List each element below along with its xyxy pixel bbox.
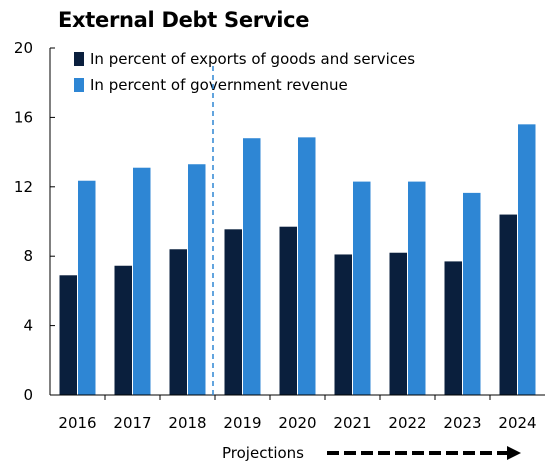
x-tick-label: 2018 [168,414,206,432]
y-tick-label: 8 [23,247,33,265]
x-tick-label: 2021 [333,414,371,432]
legend-swatch [74,52,84,66]
legend-label: In percent of government revenue [90,76,348,94]
bar-exports-2022 [389,252,407,395]
projections-annotation: Projections [222,444,521,462]
bar-revenue-2020 [298,137,316,396]
y-tick-label: 12 [14,178,33,196]
bar-revenue-2021 [353,181,371,395]
x-tick-label: 2019 [223,414,261,432]
bar-exports-2021 [334,254,352,395]
x-tick-label: 2023 [443,414,481,432]
y-tick-label: 20 [14,39,33,57]
chart-title: External Debt Service [58,8,310,32]
x-tick-label: 2020 [278,414,316,432]
x-tick-label: 2022 [388,414,426,432]
bar-exports-2019 [224,229,242,395]
axes-group: 2016 2017 2018 2019 2020 2021 2022 2023 20240481… [14,39,545,432]
bar-exports-2023 [444,261,462,395]
x-tick-label: 2016 [58,414,96,432]
legend: In percent of exports of goods and servi… [74,50,415,94]
bar-revenue-2023 [463,192,481,395]
x-tick-label: 2024 [498,414,536,432]
projections-label: Projections [222,444,304,462]
bars-group [59,124,536,396]
bar-revenue-2017 [133,167,151,395]
bar-revenue-2024 [518,124,536,395]
bar-revenue-2018 [188,164,206,395]
legend-label: In percent of exports of goods and servi… [90,50,415,68]
bar-exports-2020 [279,226,297,395]
y-tick-label: 0 [23,386,33,404]
projections-arrow-head [507,446,521,460]
bar-revenue-2019 [243,138,261,395]
y-tick-label: 16 [14,108,33,126]
bar-exports-2016 [59,275,77,395]
bar-revenue-2016 [78,180,96,395]
x-tick-label: 2017 [113,414,151,432]
legend-swatch [74,78,84,92]
bar-exports-2024 [499,214,517,395]
y-tick-label: 4 [23,317,33,335]
bar-exports-2017 [114,265,132,395]
bar-exports-2018 [169,249,187,395]
bar-revenue-2022 [408,181,426,395]
